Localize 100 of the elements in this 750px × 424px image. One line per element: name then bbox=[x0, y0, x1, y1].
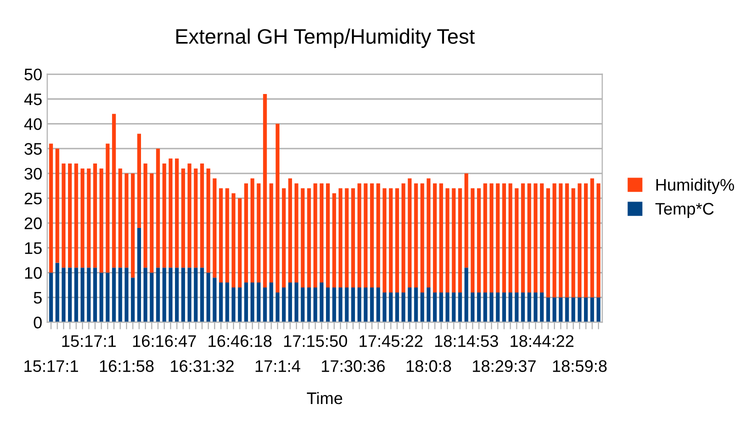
bar bbox=[584, 297, 588, 322]
bar bbox=[168, 158, 172, 268]
bar bbox=[483, 183, 488, 292]
bar bbox=[307, 288, 311, 322]
bar bbox=[439, 292, 444, 322]
bar bbox=[552, 183, 556, 298]
bar bbox=[150, 272, 154, 322]
bar bbox=[174, 268, 179, 322]
bar bbox=[578, 183, 582, 298]
bar bbox=[219, 282, 223, 322]
bar bbox=[388, 188, 393, 292]
bar bbox=[382, 292, 386, 322]
bar bbox=[288, 178, 292, 283]
bar bbox=[62, 268, 66, 322]
bar bbox=[338, 188, 342, 288]
bar bbox=[200, 268, 204, 322]
bar bbox=[320, 183, 324, 283]
y-tick-label: 40 bbox=[24, 118, 42, 130]
bar bbox=[540, 183, 544, 292]
bar bbox=[571, 297, 576, 322]
bar bbox=[364, 288, 368, 322]
bar bbox=[446, 292, 450, 322]
bar bbox=[414, 183, 418, 288]
bar bbox=[55, 262, 60, 322]
bar bbox=[420, 292, 424, 322]
bar bbox=[137, 228, 142, 322]
bar bbox=[269, 183, 274, 283]
bar bbox=[439, 183, 444, 292]
x-tick-label: 18:29:37 bbox=[472, 360, 536, 372]
legend-label: Humidity% bbox=[656, 178, 734, 194]
x-axis-title: Time bbox=[306, 392, 342, 404]
bar bbox=[344, 288, 349, 322]
bar bbox=[300, 288, 305, 322]
x-tick-label: 16:16:47 bbox=[133, 335, 196, 347]
bar bbox=[194, 168, 198, 268]
bar bbox=[414, 288, 418, 322]
bar bbox=[86, 168, 91, 268]
bar bbox=[446, 188, 450, 292]
bar bbox=[470, 292, 475, 322]
bar bbox=[276, 292, 280, 322]
x-tick-label: 17:45:22 bbox=[360, 335, 422, 347]
x-tick-label: 18:0:8 bbox=[406, 360, 452, 372]
y-tick-label: 25 bbox=[24, 192, 42, 204]
bar bbox=[118, 268, 122, 322]
y-tick-label: 15 bbox=[25, 242, 42, 254]
bar bbox=[584, 183, 588, 298]
bar bbox=[238, 198, 242, 288]
bar bbox=[338, 288, 342, 322]
bar bbox=[546, 188, 550, 298]
x-tick-label: 16:1:58 bbox=[100, 360, 154, 372]
bar bbox=[558, 297, 563, 322]
bar bbox=[250, 282, 254, 322]
bar bbox=[307, 188, 311, 288]
bar bbox=[596, 297, 600, 322]
bar bbox=[326, 288, 330, 322]
bar bbox=[527, 183, 532, 292]
bar bbox=[256, 183, 261, 283]
bar bbox=[168, 268, 172, 322]
bar bbox=[99, 168, 104, 273]
bar bbox=[395, 292, 399, 322]
bar bbox=[124, 173, 128, 268]
bar bbox=[364, 183, 368, 288]
bar bbox=[514, 188, 519, 292]
bar bbox=[162, 268, 166, 322]
bar bbox=[534, 183, 538, 292]
x-tick-label: 18:59:8 bbox=[553, 360, 607, 372]
y-tick-label: 10 bbox=[25, 267, 42, 279]
bar bbox=[93, 268, 97, 322]
bar bbox=[130, 278, 135, 322]
bar bbox=[496, 292, 500, 322]
y-tick-label: 45 bbox=[24, 94, 42, 106]
bar bbox=[326, 183, 330, 288]
bar bbox=[565, 183, 569, 298]
bar bbox=[590, 297, 594, 322]
legend-label: Temp*C bbox=[655, 202, 714, 218]
bar bbox=[508, 292, 512, 322]
bar bbox=[62, 163, 66, 268]
bar bbox=[370, 183, 374, 288]
x-tick-label: 17:15:50 bbox=[284, 335, 348, 347]
bar bbox=[112, 268, 116, 322]
bar bbox=[80, 168, 84, 268]
bar bbox=[181, 168, 186, 268]
bar bbox=[68, 163, 72, 268]
bar bbox=[521, 183, 525, 292]
bar bbox=[80, 268, 84, 322]
bar bbox=[546, 297, 550, 322]
y-tick-label: 50 bbox=[24, 68, 42, 80]
bar bbox=[200, 163, 204, 268]
bar bbox=[219, 188, 223, 283]
bar bbox=[313, 288, 318, 322]
bar bbox=[408, 288, 412, 322]
bar bbox=[408, 178, 412, 288]
bar bbox=[188, 163, 192, 268]
bar bbox=[93, 163, 97, 268]
bar bbox=[382, 188, 386, 292]
bar bbox=[490, 292, 494, 322]
bar bbox=[174, 158, 179, 268]
bar bbox=[521, 292, 525, 322]
bar bbox=[464, 173, 468, 268]
y-tick-label: 30 bbox=[24, 168, 42, 180]
